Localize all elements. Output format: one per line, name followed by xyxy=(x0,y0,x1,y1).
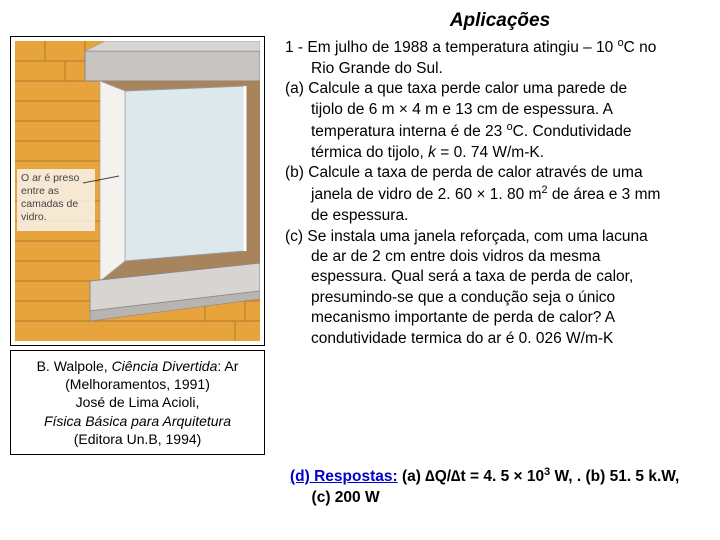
fig-label-1: O ar é preso xyxy=(21,172,80,184)
answers-c: (c) 200 W xyxy=(312,489,380,506)
p-b2: janela de vidro de 2. 60 × 1. 80 m xyxy=(311,187,542,204)
p-c4: presumindo-se que a condução seja o únic… xyxy=(311,289,615,306)
p-a1: (a) Calcule a que taxa perde calor uma p… xyxy=(285,80,627,97)
p-l1b: C no xyxy=(624,39,657,56)
window-illustration: O ar é preso entre as camadas de vidro. xyxy=(15,41,260,341)
problem-text: 1 - Em julho de 1988 a temperatura ating… xyxy=(285,36,710,455)
p-a4k: k xyxy=(428,144,436,161)
p-c3: espessura. Qual será a taxa de perda de … xyxy=(311,268,633,285)
p-l2: Rio Grande do Sul. xyxy=(311,60,443,77)
fig-label-2: entre as xyxy=(21,185,59,197)
caption-l5: (Editora Un.B, 1994) xyxy=(74,431,202,447)
caption-l4: Física Básica para Arquitetura xyxy=(44,413,231,429)
p-c6: condutividade termica do ar é 0. 026 W/m… xyxy=(311,330,613,347)
p-a3b: C. Condutividade xyxy=(513,123,632,140)
caption-l1c: : Ar xyxy=(217,358,238,374)
p-a3: temperatura interna é de 23 xyxy=(311,123,507,140)
left-column: O ar é preso entre as camadas de vidro. … xyxy=(10,36,275,455)
caption-box: B. Walpole, Ciência Divertida: Ar (Melho… xyxy=(10,350,265,455)
p-a4c: = 0. 74 W/m-K. xyxy=(436,144,544,161)
figure-box: O ar é preso entre as camadas de vidro. xyxy=(10,36,265,346)
p-b3: de espessura. xyxy=(311,207,408,224)
p-b2b: de área e 3 mm xyxy=(548,187,661,204)
caption-l2: (Melhoramentos, 1991) xyxy=(65,376,210,392)
fig-label-3: camadas de xyxy=(21,198,78,210)
p-c5: mecanismo importante de perda de calor? … xyxy=(311,309,615,326)
main-content: O ar é preso entre as camadas de vidro. … xyxy=(10,36,710,455)
answers-label: (d) Respostas: xyxy=(290,468,398,485)
p-c1: (c) Se instala uma janela reforçada, com… xyxy=(285,228,648,245)
p-a2: tijolo de 6 m × 4 m e 13 cm de espessura… xyxy=(311,101,613,118)
p-b1: (b) Calcule a taxa de perda de calor atr… xyxy=(285,164,643,181)
p-l1: 1 - Em julho de 1988 a temperatura ating… xyxy=(285,39,618,56)
caption-l1b: Ciência Divertida xyxy=(112,358,218,374)
caption-l1a: B. Walpole, xyxy=(37,358,112,374)
caption-l3: José de Lima Acioli, xyxy=(76,394,200,410)
answers-a2: W, . (b) 51. 5 k.W, xyxy=(550,468,679,485)
answers-block: (d) Respostas: (a) ∆Q/∆t = 4. 5 × 103 W,… xyxy=(10,465,710,509)
fig-label-4: vidro. xyxy=(21,211,47,223)
p-c2: de ar de 2 cm entre dois vidros da mesma xyxy=(311,248,600,265)
page-title: Aplicações xyxy=(290,10,710,32)
p-a4: térmica do tijolo, xyxy=(311,144,428,161)
answers-a: (a) ∆Q/∆t = 4. 5 × 10 xyxy=(398,468,544,485)
